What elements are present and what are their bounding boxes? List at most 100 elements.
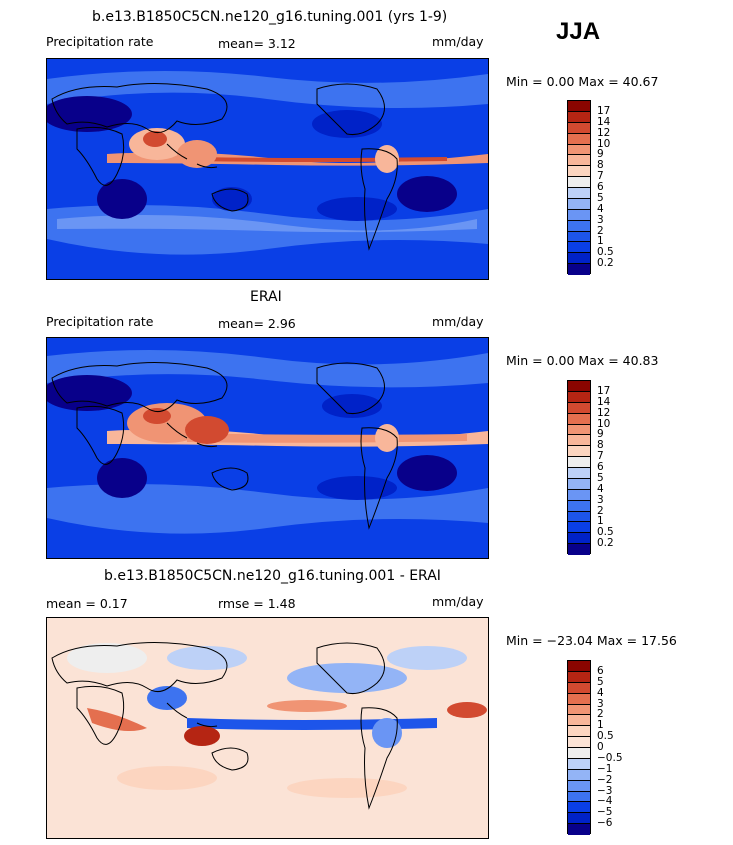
colorbar-swatch <box>568 209 590 221</box>
colorbar-tick-label: 2 <box>597 708 604 721</box>
panel-1-mean-label: mean= 3.12 <box>218 36 296 51</box>
colorbar-swatch <box>568 661 590 672</box>
colorbar-tick-label: 0.2 <box>597 257 614 270</box>
colorbar-tick-label: 10 <box>597 417 611 430</box>
colorbar-tick-label: 1 <box>597 719 604 732</box>
colorbar-swatch <box>568 413 590 425</box>
colorbar-swatch <box>568 489 590 501</box>
colorbar-swatch <box>568 544 590 555</box>
colorbar-tick-label: −4 <box>597 795 613 808</box>
colorbar-tick-label: 9 <box>597 148 604 161</box>
panel-1-title: b.e13.B1850C5CN.ne120_g16.tuning.001 (yr… <box>92 9 448 25</box>
colorbar-tick-label: 5 <box>597 471 604 484</box>
colorbar-tick-label: 0.5 <box>597 246 614 259</box>
colorbar-swatch <box>568 198 590 210</box>
colorbar-tick-label: 2 <box>597 224 604 237</box>
colorbar-tick-label: 4 <box>597 686 604 699</box>
colorbar-swatch <box>568 769 590 781</box>
colorbar-swatch <box>568 726 590 738</box>
colorbar-tick-label: 5 <box>597 675 604 688</box>
colorbar-swatch <box>568 682 590 694</box>
colorbar-swatch <box>568 144 590 156</box>
colorbar-tick-label: 17 <box>597 104 611 117</box>
colorbar-swatch <box>568 758 590 770</box>
colorbar-swatch <box>568 737 590 748</box>
colorbar-tick-label: 12 <box>597 406 611 419</box>
panel-2-map <box>46 337 489 559</box>
colorbar-swatch <box>568 188 590 199</box>
colorbar-swatch <box>568 802 590 814</box>
colorbar-swatch <box>568 791 590 803</box>
colorbar-tick-label: 6 <box>597 664 604 677</box>
panel-1-units-label: mm/day <box>432 34 484 49</box>
panel-2-minmax-label: Min = 0.00 Max = 40.83 <box>506 353 659 368</box>
panel-2-map-svg <box>47 338 488 558</box>
colorbar-tick-label: 7 <box>597 170 604 183</box>
colorbar-tick-label: 3 <box>597 213 604 226</box>
colorbar-swatch <box>568 424 590 436</box>
colorbar-swatch <box>568 220 590 232</box>
colorbar-tick-label: 1 <box>597 235 604 248</box>
colorbar-swatch <box>568 253 590 265</box>
colorbar-swatch <box>568 133 590 145</box>
colorbar-tick-label: −0.5 <box>597 751 623 764</box>
colorbar-swatch <box>568 101 590 112</box>
colorbar-swatch <box>568 522 590 534</box>
colorbar-tick-label: 0.5 <box>597 730 614 743</box>
colorbar-swatch <box>568 500 590 512</box>
panel-3-minmax-label: Min = −23.04 Max = 17.56 <box>506 633 677 648</box>
season-label: JJA <box>556 18 601 45</box>
colorbar-swatch <box>568 391 590 403</box>
colorbar-swatch <box>568 381 590 392</box>
panel-3-mean-label: mean = 0.17 <box>46 596 128 611</box>
colorbar-tick-label: 3 <box>597 697 604 710</box>
colorbar-tick-label: −5 <box>597 806 613 819</box>
colorbar-swatch <box>568 177 590 188</box>
colorbar-swatch <box>568 457 590 468</box>
colorbar-tick-label: −2 <box>597 773 613 786</box>
panel-3-map <box>46 617 489 839</box>
colorbar-tick-label: 14 <box>597 395 611 408</box>
colorbar-swatch <box>568 478 590 490</box>
colorbar-swatch <box>568 715 590 727</box>
panel-3-colorbar <box>567 660 591 835</box>
panel-3-rmse-label: rmse = 1.48 <box>218 596 296 611</box>
colorbar-tick-label: 0.2 <box>597 537 614 550</box>
colorbar-swatch <box>568 446 590 458</box>
colorbar-swatch <box>568 264 590 275</box>
colorbar-swatch <box>568 693 590 705</box>
colorbar-tick-label: 6 <box>597 181 604 193</box>
colorbar-swatch <box>568 435 590 447</box>
colorbar-swatch <box>568 671 590 683</box>
colorbar-tick-label: 17 <box>597 384 611 397</box>
colorbar-tick-label: 4 <box>597 202 604 215</box>
panel-3-units-label: mm/day <box>432 594 484 609</box>
colorbar-swatch <box>568 780 590 792</box>
colorbar-swatch <box>568 242 590 254</box>
colorbar-tick-label: 8 <box>597 159 604 172</box>
colorbar-swatch <box>568 748 590 759</box>
colorbar-swatch <box>568 166 590 178</box>
colorbar-tick-label: 12 <box>597 126 611 139</box>
colorbar-tick-label: 2 <box>597 504 604 517</box>
colorbar-tick-label: 5 <box>597 191 604 204</box>
panel-1-colorbar <box>567 100 591 275</box>
panel-2-mean-label: mean= 2.96 <box>218 316 296 331</box>
colorbar-swatch <box>568 231 590 243</box>
colorbar-tick-label: −1 <box>597 762 613 775</box>
colorbar-swatch <box>568 813 590 825</box>
colorbar-tick-label: 4 <box>597 482 604 495</box>
colorbar-swatch <box>568 533 590 545</box>
panel-1-variable-label: Precipitation rate <box>46 34 154 49</box>
panel-3-map-svg <box>47 618 488 838</box>
colorbar-swatch <box>568 511 590 523</box>
colorbar-tick-label: −6 <box>597 817 613 830</box>
colorbar-swatch <box>568 155 590 167</box>
colorbar-tick-label: −3 <box>597 784 613 797</box>
panel-1-minmax-label: Min = 0.00 Max = 40.67 <box>506 74 659 89</box>
colorbar-tick-label: 0.5 <box>597 526 614 539</box>
panel-2-colorbar <box>567 380 591 555</box>
colorbar-swatch <box>568 111 590 123</box>
colorbar-swatch <box>568 704 590 716</box>
panel-2-variable-label: Precipitation rate <box>46 314 154 329</box>
